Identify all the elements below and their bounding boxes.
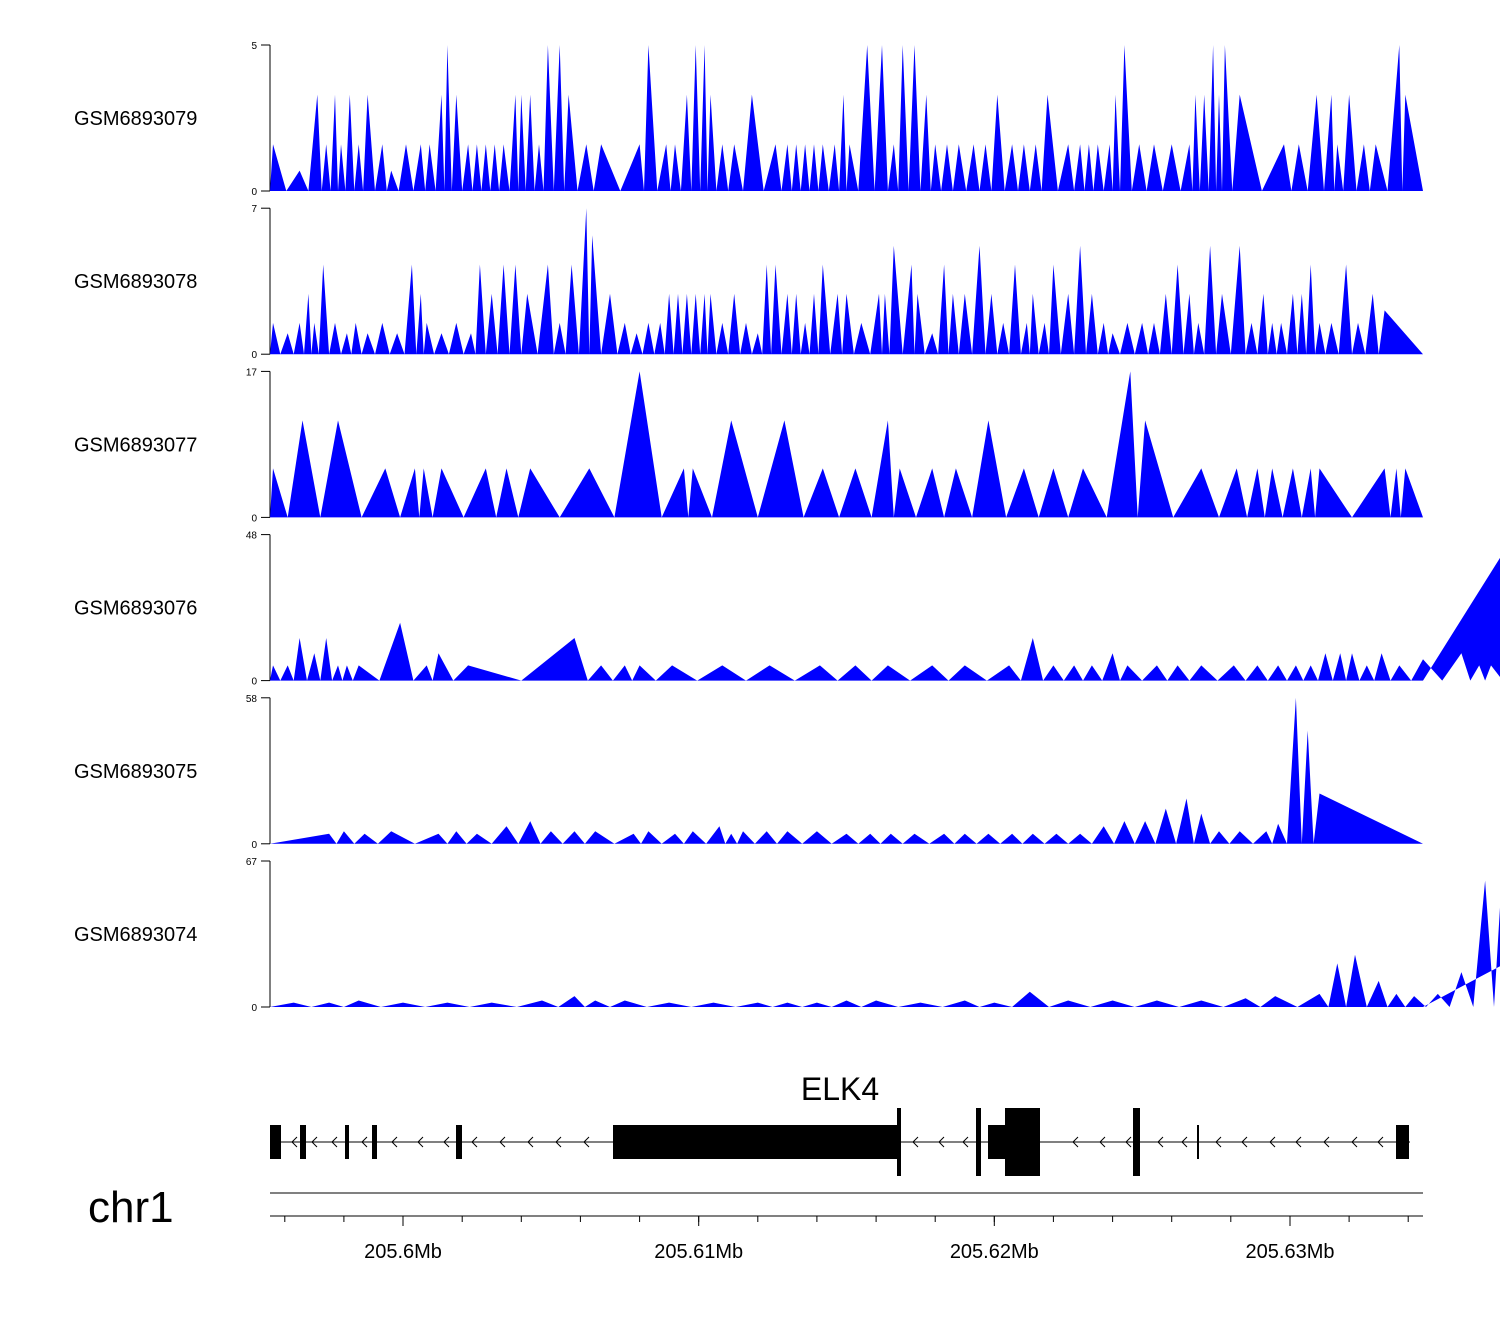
y-tick-top-label: 17: [246, 367, 258, 378]
track-label: GSM6893075: [74, 761, 197, 783]
strand-arrow: [1241, 1136, 1248, 1148]
strand-arrow: [1269, 1136, 1276, 1148]
y-tick-bottom-label: 0: [251, 677, 257, 688]
strand-arrow: [527, 1136, 534, 1148]
coverage-area: [270, 697, 1423, 844]
exon-7: [976, 1108, 981, 1176]
y-tick-bottom-label: 0: [251, 350, 257, 361]
gene-exons: [270, 1108, 1409, 1176]
y-tick-bottom-label: 0: [251, 187, 257, 198]
track-label: GSM6893079: [74, 108, 197, 130]
y-tick-top-label: 5: [251, 41, 257, 52]
strand-arrow: [1323, 1136, 1330, 1148]
gene-label: ELK4: [801, 1071, 879, 1107]
track-label: GSM6893077: [74, 434, 197, 456]
exon-4: [372, 1125, 377, 1159]
strand-arrow: [1099, 1136, 1106, 1148]
strand-arrow: [1125, 1136, 1132, 1148]
y-tick-top-label: 7: [251, 204, 257, 215]
y-tick-bottom-label: 0: [251, 840, 257, 851]
coverage-area: [270, 880, 1500, 1007]
exon-3: [345, 1125, 349, 1159]
strand-arrows: [291, 1136, 1384, 1148]
strand-arrow: [417, 1136, 424, 1148]
track-label: GSM6893078: [74, 271, 197, 293]
axis-tick-label: 205.61Mb: [654, 1241, 743, 1263]
strand-arrow: [311, 1136, 318, 1148]
strand-arrow: [471, 1136, 478, 1148]
genome-axis: chr1 205.6Mb 205.61Mb 205.62Mb 205.63Mb: [88, 1183, 1423, 1263]
coverage-area: [270, 557, 1500, 681]
exon-9: [1133, 1108, 1140, 1176]
strand-arrow: [1072, 1136, 1079, 1148]
strand-arrow: [391, 1136, 398, 1148]
track-label: GSM6893076: [74, 598, 197, 620]
axis-minor-ticks: [284, 1216, 1409, 1222]
chromosome-label: chr1: [88, 1183, 174, 1232]
strand-arrow: [331, 1136, 338, 1148]
strand-arrow: [912, 1136, 919, 1148]
track-label: GSM6893074: [74, 924, 197, 946]
exon-8-utr: [988, 1125, 1008, 1159]
strand-arrow: [1351, 1136, 1358, 1148]
y-tick-top-label: 58: [246, 694, 258, 705]
exon-5: [456, 1125, 462, 1159]
strand-arrow: [938, 1136, 945, 1148]
track-GSM6893076: GSM6893076 48 0: [74, 531, 1500, 688]
y-tick-bottom-label: 0: [251, 513, 257, 524]
strand-arrow: [962, 1136, 969, 1148]
exon-1: [270, 1125, 281, 1159]
exon-2: [300, 1125, 306, 1159]
exon-11: [1396, 1125, 1409, 1159]
gene-track: ELK4: [270, 1071, 1410, 1176]
axis-major-ticks: 205.6Mb 205.61Mb 205.62Mb 205.63Mb: [364, 1216, 1334, 1263]
coverage-tracks: GSM689307950GSM689307870GSM6893077170GSM…: [74, 41, 1500, 1014]
strand-arrow: [555, 1136, 562, 1148]
track-GSM6893079: GSM6893079 5 0: [74, 41, 1423, 198]
track-GSM6893074: GSM6893074 67 0: [74, 857, 1500, 1014]
exon-8-cds: [1005, 1108, 1040, 1176]
strand-arrow: [1295, 1136, 1302, 1148]
coverage-area: [270, 371, 1423, 518]
strand-arrow: [291, 1136, 298, 1148]
track-GSM6893078: GSM6893078 7 0: [74, 204, 1423, 361]
strand-arrow: [1377, 1136, 1384, 1148]
exon-6-boundary: [897, 1108, 901, 1176]
strand-arrow: [443, 1136, 450, 1148]
y-tick-top-label: 67: [246, 857, 258, 868]
exon-10: [1197, 1125, 1199, 1159]
strand-arrow: [1157, 1136, 1164, 1148]
y-tick-bottom-label: 0: [251, 1003, 257, 1014]
exon-6-utr: [613, 1125, 899, 1159]
y-tick-top-label: 48: [246, 531, 258, 542]
axis-tick-label: 205.6Mb: [364, 1241, 442, 1263]
coverage-area: [270, 45, 1423, 191]
axis-tick-label: 205.62Mb: [950, 1241, 1039, 1263]
strand-arrow: [1181, 1136, 1188, 1148]
strand-arrow: [583, 1136, 590, 1148]
strand-arrow: [1215, 1136, 1222, 1148]
coverage-area: [270, 208, 1423, 355]
axis-tick-label: 205.63Mb: [1246, 1241, 1335, 1263]
strand-arrow: [499, 1136, 506, 1148]
track-GSM6893077: GSM6893077 17 0: [74, 367, 1423, 524]
track-GSM6893075: GSM6893075 58 0: [74, 694, 1423, 851]
strand-arrow: [361, 1136, 368, 1148]
